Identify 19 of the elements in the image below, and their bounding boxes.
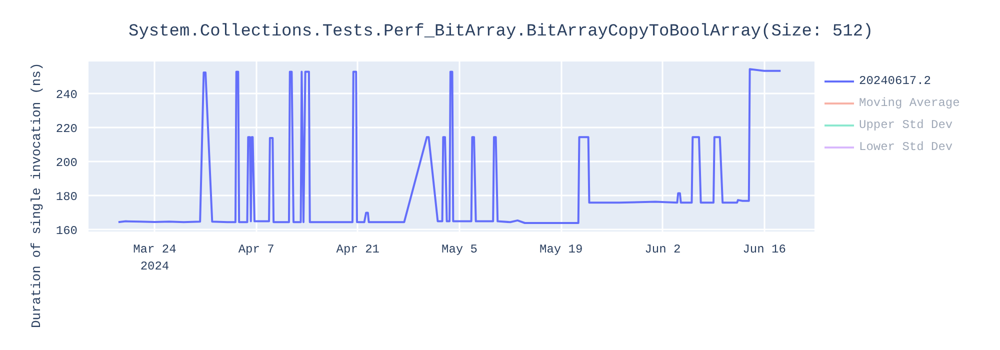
legend-label: Lower Std Dev — [859, 140, 953, 154]
line-series — [117, 68, 782, 224]
x-tick-label: Mar 24 2024 — [133, 242, 176, 274]
y-tick-label: 200 — [56, 156, 78, 170]
x-tick-label: May 19 — [540, 242, 583, 256]
legend-label: Upper Std Dev — [859, 118, 953, 132]
y-tick-label: 180 — [56, 190, 78, 204]
y-tick-label: 240 — [56, 88, 78, 102]
x-tick-label: Jun 2 — [644, 242, 681, 256]
chart-title: System.Collections.Tests.Perf_BitArray.BitArrayCopyToBoolArray(Size: 512) — [128, 22, 874, 42]
y-tick-label: 220 — [56, 122, 78, 136]
x-tick-label: Apr 21 — [336, 242, 380, 256]
x-tick-label: Jun 16 — [742, 242, 786, 256]
y-tick-label: 160 — [56, 224, 78, 238]
legend-label: Moving Average — [859, 96, 960, 110]
x-tick-label: Apr 7 — [238, 242, 274, 256]
x-tick-label: May 5 — [442, 242, 478, 256]
legend-label: 20240617.2 — [859, 74, 932, 88]
y-axis-title: Duration of single invocation (ns) — [28, 62, 45, 328]
